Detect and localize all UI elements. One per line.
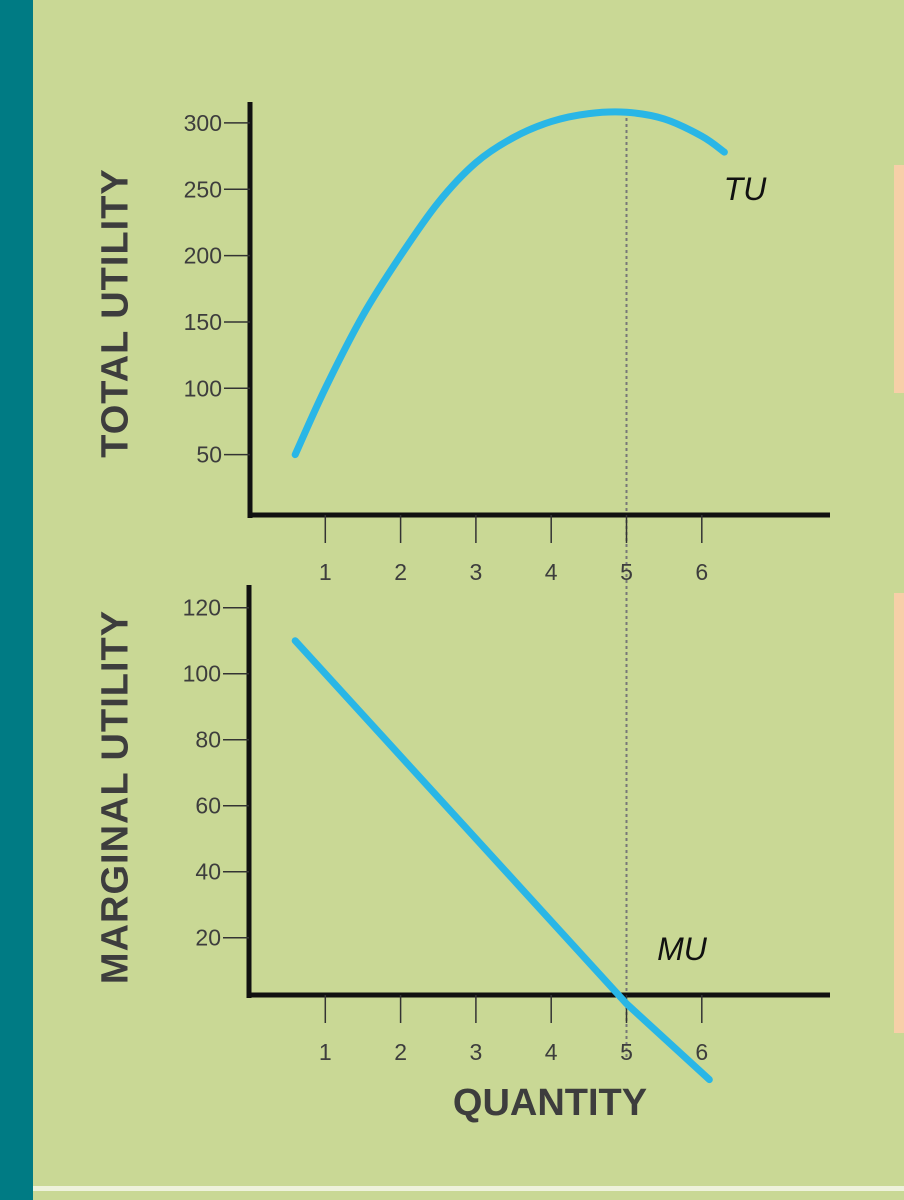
mu-y-tick-label: 60	[195, 793, 221, 819]
tu-y-tick-label: 150	[184, 309, 222, 335]
tu-y-tick-label: 250	[184, 176, 222, 202]
tu-x-tick-label: 5	[620, 559, 633, 585]
tu-x-tick-label: 4	[545, 559, 558, 585]
mu-x-tick-label: 3	[470, 1039, 483, 1065]
mu-y-tick-label: 120	[183, 595, 221, 621]
tu-y-tick-label: 100	[184, 375, 222, 401]
mu-y-axis-label: MARGINAL UTILITY	[94, 609, 137, 985]
mu-y-tick-label: 100	[183, 661, 221, 687]
accent-strip-top	[894, 165, 904, 393]
tu-x-tick-label: 3	[470, 559, 483, 585]
tu-series-label: TU	[724, 171, 768, 207]
mu-y-tick-label: 80	[195, 727, 221, 753]
mu-series-label: MU	[657, 931, 708, 967]
mu-x-tick-label: 4	[545, 1039, 558, 1065]
mu-x-tick-label: 2	[394, 1039, 407, 1065]
tu-curve	[291, 108, 728, 459]
mu-x-tick-label: 1	[319, 1039, 332, 1065]
mu-x-tick-label: 6	[695, 1039, 708, 1065]
mu-curve	[291, 637, 713, 1084]
tu-y-tick-label: 200	[184, 243, 222, 269]
tu-x-tick-label: 6	[695, 559, 708, 585]
tu-y-tick-label: 50	[196, 442, 222, 468]
tu-x-tick-label: 1	[319, 559, 332, 585]
side-bar	[0, 0, 33, 1200]
tu-x-tick-label: 2	[394, 559, 407, 585]
x-axis-label: QUANTITY	[452, 1082, 648, 1124]
mu-y-tick-label: 40	[195, 859, 221, 885]
mu-y-tick-label: 20	[195, 925, 221, 951]
tu-y-axis-label: TOTAL UTILITY	[94, 168, 137, 458]
bottom-divider	[33, 1186, 904, 1191]
tu-y-tick-label: 300	[184, 110, 222, 136]
mu-x-tick-label: 5	[620, 1039, 633, 1065]
accent-strip-bottom	[894, 593, 904, 1033]
